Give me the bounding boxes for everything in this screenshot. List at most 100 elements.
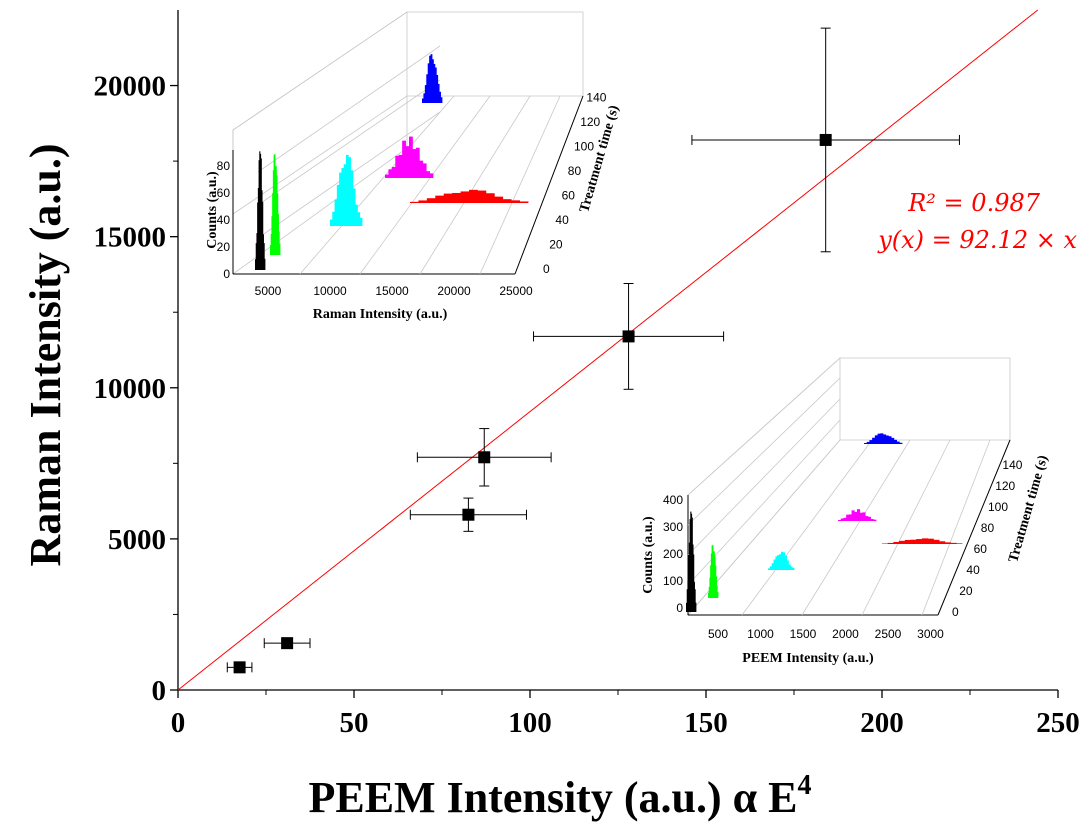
histogram-bar — [259, 151, 261, 270]
histogram-bar — [277, 193, 279, 255]
histogram-bar — [427, 63, 430, 103]
histogram-bar — [398, 154, 403, 178]
histogram-bar — [862, 512, 866, 521]
series-histogram — [708, 544, 719, 598]
data-point — [416, 428, 552, 487]
inset2-grid — [687, 357, 1011, 617]
x-axis-title: PEEM Intensity (a.u.) α E4 — [308, 770, 811, 822]
inset2-y-title: Counts (a.u.) — [641, 516, 656, 594]
histogram-bar — [402, 140, 406, 178]
histogram-bar — [418, 200, 428, 203]
inset-z-tick-label: 40 — [966, 563, 980, 577]
histogram-bar — [436, 74, 439, 103]
histogram-bar — [709, 577, 711, 598]
histogram-bar — [264, 258, 266, 270]
histogram-bar — [846, 514, 850, 521]
histogram-bar — [272, 193, 274, 255]
series-histogram — [255, 151, 266, 270]
histogram-bar — [775, 556, 778, 570]
histogram-bar — [939, 541, 946, 544]
histogram-bar — [691, 517, 693, 612]
point-marker — [462, 508, 475, 521]
histogram-bar — [864, 443, 868, 444]
histogram-bar — [279, 243, 281, 255]
histogram-bar — [260, 153, 262, 270]
histogram-bar — [870, 519, 874, 521]
histogram-bar — [788, 564, 791, 570]
histogram-bar — [258, 160, 260, 270]
point-marker — [233, 661, 246, 674]
inset-y-tick-label: 100 — [663, 574, 683, 588]
histogram-bar — [691, 513, 693, 612]
data-point — [691, 27, 960, 253]
inset-z-tick-label: 0 — [952, 605, 959, 619]
inset1-y-tick-labels: 0 20 40 60 80 — [217, 159, 231, 281]
histogram-bar — [405, 146, 410, 178]
histogram-bar — [872, 437, 876, 444]
inset-z-tick-label: 40 — [555, 213, 569, 227]
inset-z-tick-label: 120 — [995, 479, 1015, 493]
histogram-bar — [790, 566, 793, 570]
inset1-grid — [232, 11, 584, 275]
data-point — [533, 283, 725, 390]
r-squared-label: R² = 0.987 — [907, 189, 1040, 217]
histogram-bar — [429, 173, 434, 178]
fit-equation-label: y(x) = 92.12 × x — [877, 226, 1077, 254]
histogram-bar — [883, 434, 887, 444]
histogram-bar — [332, 211, 335, 226]
histogram-bar — [887, 542, 894, 544]
histogram-bar — [786, 560, 789, 570]
data-point — [263, 637, 311, 650]
inset-z-tick-label: 20 — [549, 238, 563, 252]
x-tick-label: 0 — [171, 707, 186, 739]
inset-y-tick-label: 0 — [676, 601, 683, 615]
inset-z-tick-label: 20 — [959, 584, 973, 598]
histogram-bar — [781, 551, 784, 570]
histogram-bar — [485, 193, 495, 203]
histogram-bar — [838, 520, 842, 521]
histogram-bar — [927, 538, 934, 544]
histogram-bar — [867, 516, 871, 521]
histogram-bar — [877, 433, 881, 444]
histogram-bar — [843, 517, 847, 521]
inset-y-tick-label: 0 — [223, 267, 230, 281]
histogram-bar — [511, 200, 520, 203]
inset1-y-title: Counts (a.u.) — [205, 171, 220, 249]
inset-y-tick-label: 60 — [217, 186, 231, 200]
histogram-bar — [350, 170, 354, 226]
histogram-bar — [708, 592, 710, 598]
histogram-bar — [950, 542, 957, 544]
histogram-bar — [440, 97, 443, 103]
histogram-bar — [426, 198, 436, 203]
histogram-bar — [410, 201, 419, 203]
histogram-bar — [933, 539, 940, 544]
histogram-bar — [768, 568, 771, 570]
inset-x-tick-label: 25000 — [499, 284, 533, 298]
histogram-bar — [773, 559, 776, 570]
histogram-bar — [857, 509, 861, 521]
series-histogram — [270, 153, 281, 255]
histogram-bar — [255, 259, 257, 270]
histogram-bar — [261, 190, 263, 270]
histogram-bar — [443, 193, 453, 203]
point-marker — [478, 451, 491, 464]
histogram-bar — [385, 174, 389, 178]
inset2-series — [686, 433, 963, 612]
histogram-bar — [277, 213, 279, 255]
histogram-bar — [423, 93, 426, 103]
histogram-bar — [434, 67, 437, 103]
inset2-x-tick-labels: 500 1000 1500 2000 2500 3000 — [708, 627, 944, 641]
histogram-bar — [276, 175, 278, 255]
histogram-bar — [784, 555, 787, 570]
histogram-bar — [717, 591, 719, 598]
series-histogram — [864, 433, 903, 444]
series-histogram — [422, 54, 443, 103]
histogram-bar — [693, 581, 695, 612]
inset-z-tick-label: 140 — [586, 91, 606, 105]
histogram-bar — [432, 59, 434, 103]
histogram-bar — [519, 201, 529, 203]
inset1-z-tick-labels: 0 20 40 60 80 100 120 140 — [543, 91, 607, 277]
inset-z-tick-label: 80 — [568, 164, 582, 178]
histogram-bar — [944, 542, 951, 544]
